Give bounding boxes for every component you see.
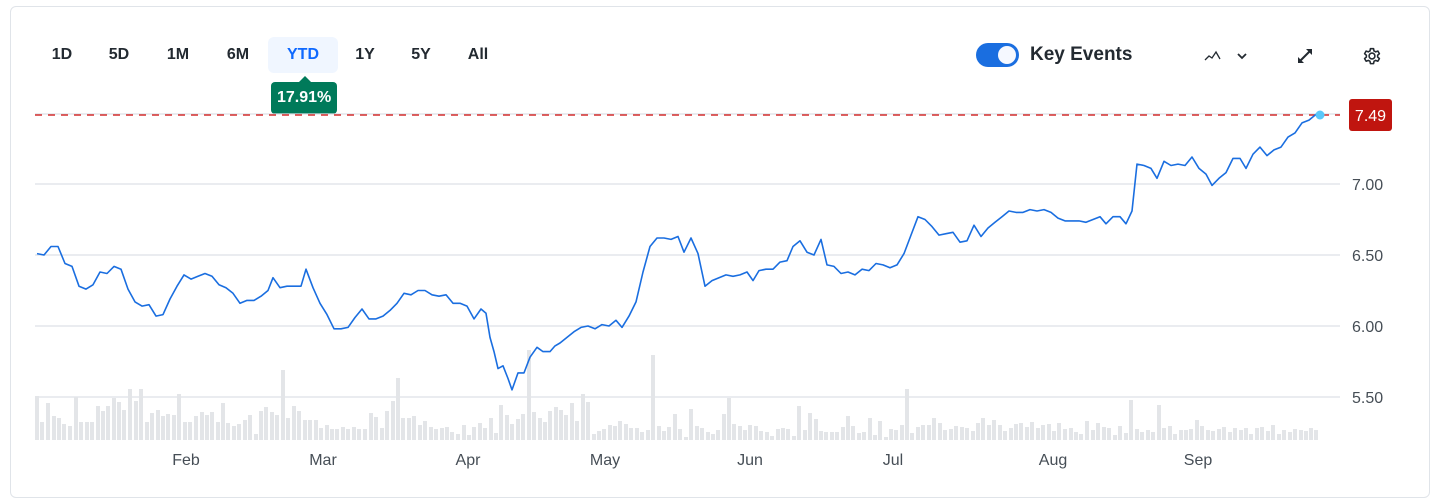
settings-button[interactable]	[1359, 42, 1385, 70]
range-tab-6m[interactable]: 6M	[226, 46, 250, 63]
range-tab-1y[interactable]: 1Y	[355, 46, 375, 63]
expand-arrows-icon	[1298, 49, 1312, 63]
chevron-down-icon	[1237, 53, 1247, 60]
range-tab-1d[interactable]: 1D	[51, 46, 73, 63]
key-events-label: Key Events	[1030, 44, 1133, 65]
range-tab-5y[interactable]: 5Y	[411, 46, 431, 63]
range-tab-1m[interactable]: 1M	[166, 46, 190, 63]
chart-card	[10, 6, 1430, 498]
expand-button[interactable]	[1292, 42, 1318, 70]
range-tab-ytd[interactable]: YTD	[268, 37, 338, 73]
range-tab-all[interactable]: All	[467, 46, 489, 63]
toggle-knob	[998, 46, 1016, 64]
chart-type-button[interactable]	[1203, 42, 1249, 70]
gear-icon	[1363, 47, 1381, 65]
range-tab-5d[interactable]: 5D	[108, 46, 130, 63]
key-events-control: Key Events	[976, 37, 1132, 73]
change-percent-badge: 17.91%	[271, 76, 338, 114]
mountain-chart-icon	[1204, 50, 1221, 61]
key-events-toggle[interactable]	[976, 43, 1019, 67]
range-selector: 1D 5D 1M 6M YTD 1Y 5Y All	[34, 37, 506, 73]
